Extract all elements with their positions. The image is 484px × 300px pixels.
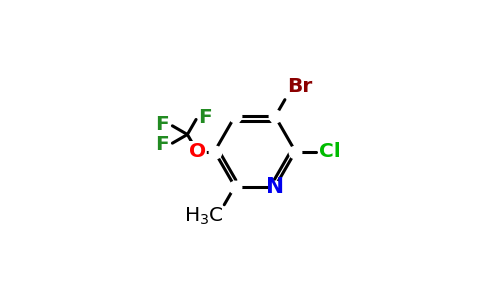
Text: F: F [198, 108, 212, 127]
Text: O: O [189, 142, 206, 161]
Text: $\mathregular{H_3C}$: $\mathregular{H_3C}$ [184, 206, 224, 227]
Text: N: N [266, 176, 284, 196]
Text: Cl: Cl [318, 142, 340, 161]
Text: F: F [155, 135, 168, 154]
Text: Br: Br [287, 77, 312, 96]
Text: F: F [155, 115, 168, 134]
